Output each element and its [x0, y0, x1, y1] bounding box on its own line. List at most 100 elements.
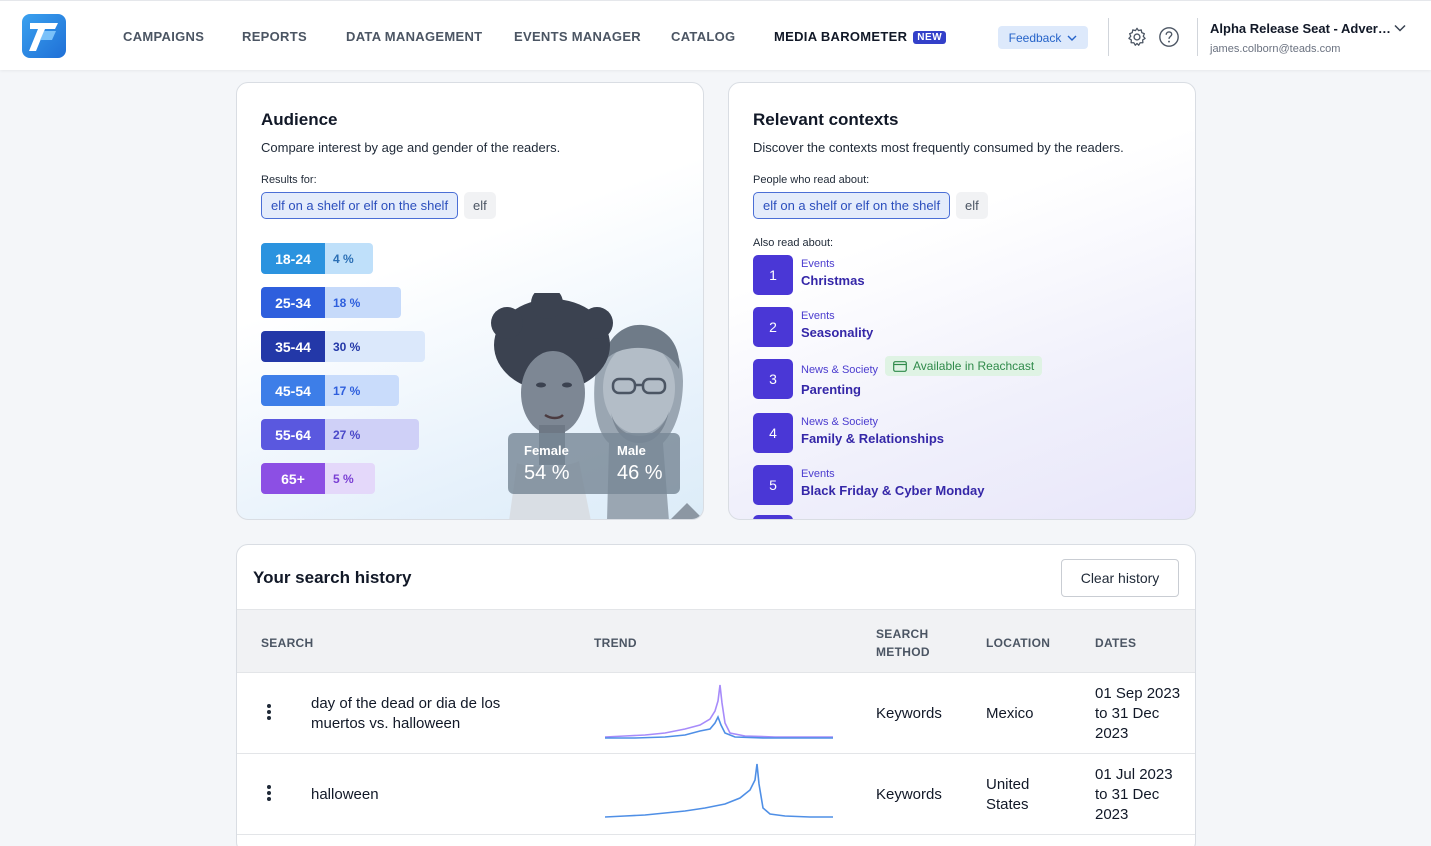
- age-row: 55-64 27 %: [261, 419, 419, 450]
- nav-events-manager[interactable]: EVENTS MANAGER: [514, 29, 641, 44]
- relevant-contexts-card: Relevant contexts Discover the contexts …: [728, 82, 1196, 520]
- col-search-method-line1: SEARCH: [876, 627, 929, 641]
- contexts-chip-secondary[interactable]: elf: [956, 192, 988, 219]
- account-email: james.colborn@teads.com: [1210, 43, 1341, 55]
- col-search-method-line2: METHOD: [876, 645, 930, 659]
- context-rank: 3: [753, 359, 793, 399]
- age-row: 18-24 4 %: [261, 243, 373, 274]
- table-row[interactable]: halloween Keywords United States 01 Jul …: [237, 754, 1195, 835]
- age-row: 65+ 5 %: [261, 463, 375, 494]
- row-dates: 01 Sep 2023 to 31 Dec 2023: [1095, 684, 1180, 744]
- female-value: 54 %: [524, 462, 570, 484]
- col-trend: TREND: [594, 636, 637, 650]
- context-category: Events: [801, 468, 835, 480]
- age-bar: 4 %: [325, 243, 373, 274]
- also-read-label: Also read about:: [753, 237, 834, 249]
- nav-media-barometer-label: MEDIA BAROMETER: [774, 29, 908, 44]
- context-rank: 1: [753, 255, 793, 295]
- female-label: Female: [524, 443, 569, 458]
- row-dates-line2: to 31 Dec: [1095, 786, 1160, 803]
- col-search-method: SEARCH METHOD: [876, 625, 930, 661]
- account-chevron-down-icon[interactable]: [1393, 21, 1407, 35]
- clear-history-button[interactable]: Clear history: [1061, 559, 1179, 597]
- row-dates-line1: 01 Jul 2023: [1095, 766, 1173, 783]
- age-row: 35-44 30 %: [261, 331, 425, 362]
- context-name: Black Friday & Cyber Monday: [801, 483, 985, 498]
- audience-title: Audience: [261, 110, 338, 129]
- new-badge: NEW: [913, 31, 947, 44]
- feedback-button[interactable]: Feedback: [998, 26, 1088, 49]
- row-dates: 01 Jul 2023 to 31 Dec 2023: [1095, 765, 1173, 825]
- nav-campaigns[interactable]: CAMPAIGNS: [123, 29, 205, 44]
- col-search: SEARCH: [261, 636, 314, 650]
- audience-subtitle: Compare interest by age and gender of th…: [261, 140, 561, 155]
- history-table-header: SEARCH TREND SEARCH METHOD LOCATION DATE…: [237, 609, 1195, 673]
- row-dates-line3: 2023: [1095, 725, 1129, 742]
- row-search-line2: muertos vs. halloween: [311, 715, 461, 732]
- readers-illustration: [491, 293, 703, 519]
- row-location: Mexico: [986, 705, 1034, 722]
- audience-card: Audience Compare interest by age and gen…: [236, 82, 704, 520]
- col-location: LOCATION: [986, 636, 1051, 650]
- audience-chip-secondary[interactable]: elf: [464, 192, 496, 219]
- nav-data-management[interactable]: DATA MANAGEMENT: [346, 29, 483, 44]
- trend-sparkline: [605, 763, 833, 818]
- age-bar: 27 %: [325, 419, 419, 450]
- context-name: Christmas: [801, 273, 865, 288]
- results-for-label: Results for:: [261, 174, 317, 186]
- context-category: News & Society: [801, 364, 879, 376]
- row-search-line1: day of the dead or dia de los: [311, 695, 501, 712]
- context-name: Seasonality: [801, 325, 874, 340]
- age-bar: 30 %: [325, 331, 425, 362]
- nav-divider: [1108, 18, 1109, 56]
- nav-catalog[interactable]: CATALOG: [671, 29, 736, 44]
- calendar-icon: [893, 360, 907, 372]
- context-name: Parenting: [801, 382, 861, 397]
- row-menu-icon[interactable]: [261, 704, 277, 724]
- contexts-chip-primary[interactable]: elf on a shelf or elf on the shelf: [753, 192, 951, 219]
- age-row: 25-34 18 %: [261, 287, 401, 318]
- gender-split: Female 54 % Male 46 %: [508, 433, 680, 494]
- row-method: Keywords: [876, 786, 942, 803]
- age-bar: 17 %: [325, 375, 399, 406]
- age-bar: 5 %: [325, 463, 375, 494]
- teads-logo[interactable]: [22, 14, 66, 58]
- row-location: United States: [986, 775, 1029, 815]
- nav-reports[interactable]: REPORTS: [242, 29, 307, 44]
- age-label: 45-54: [261, 375, 325, 406]
- row-location-line1: United: [986, 776, 1030, 793]
- search-history-card: Your search history Clear history SEARCH…: [236, 544, 1196, 846]
- contexts-subtitle: Discover the contexts most frequently co…: [753, 140, 1124, 155]
- row-search-term: halloween: [311, 786, 379, 803]
- male-label: Male: [617, 443, 646, 458]
- age-label: 65+: [261, 463, 325, 494]
- context-rank: 4: [753, 413, 793, 453]
- help-icon[interactable]: [1158, 26, 1180, 48]
- nav-media-barometer[interactable]: MEDIA BAROMETER NEW: [774, 29, 947, 44]
- top-navigation-bar: CAMPAIGNS REPORTS DATA MANAGEMENT EVENTS…: [0, 0, 1431, 70]
- reachcast-badge: Available in Reachcast: [885, 356, 1043, 376]
- age-label: 55-64: [261, 419, 325, 450]
- male-value: 46 %: [617, 462, 663, 484]
- reachcast-badge-label: Available in Reachcast: [913, 359, 1035, 373]
- row-menu-icon[interactable]: [261, 785, 277, 805]
- chevron-down-icon: [1067, 35, 1077, 41]
- age-label: 25-34: [261, 287, 325, 318]
- gear-icon[interactable]: [1126, 26, 1148, 48]
- audience-chip-primary[interactable]: elf on a shelf or elf on the shelf: [261, 192, 459, 219]
- age-row: 45-54 17 %: [261, 375, 399, 406]
- age-label: 18-24: [261, 243, 325, 274]
- account-divider: [1197, 18, 1198, 56]
- trend-sparkline: [605, 684, 833, 739]
- context-item-partial: [753, 515, 793, 519]
- history-title: Your search history: [253, 568, 412, 587]
- row-method: Keywords: [876, 705, 942, 722]
- row-search-term: day of the dead or dia de los muertos vs…: [311, 694, 500, 734]
- account-name[interactable]: Alpha Release Seat - Adver…: [1210, 21, 1391, 36]
- row-location-line2: States: [986, 796, 1029, 813]
- age-bar: 18 %: [325, 287, 401, 318]
- row-dates-line3: 2023: [1095, 806, 1129, 823]
- context-name: Family & Relationships: [801, 431, 945, 446]
- context-category: News & Society: [801, 416, 879, 428]
- table-row[interactable]: day of the dead or dia de los muertos vs…: [237, 673, 1195, 754]
